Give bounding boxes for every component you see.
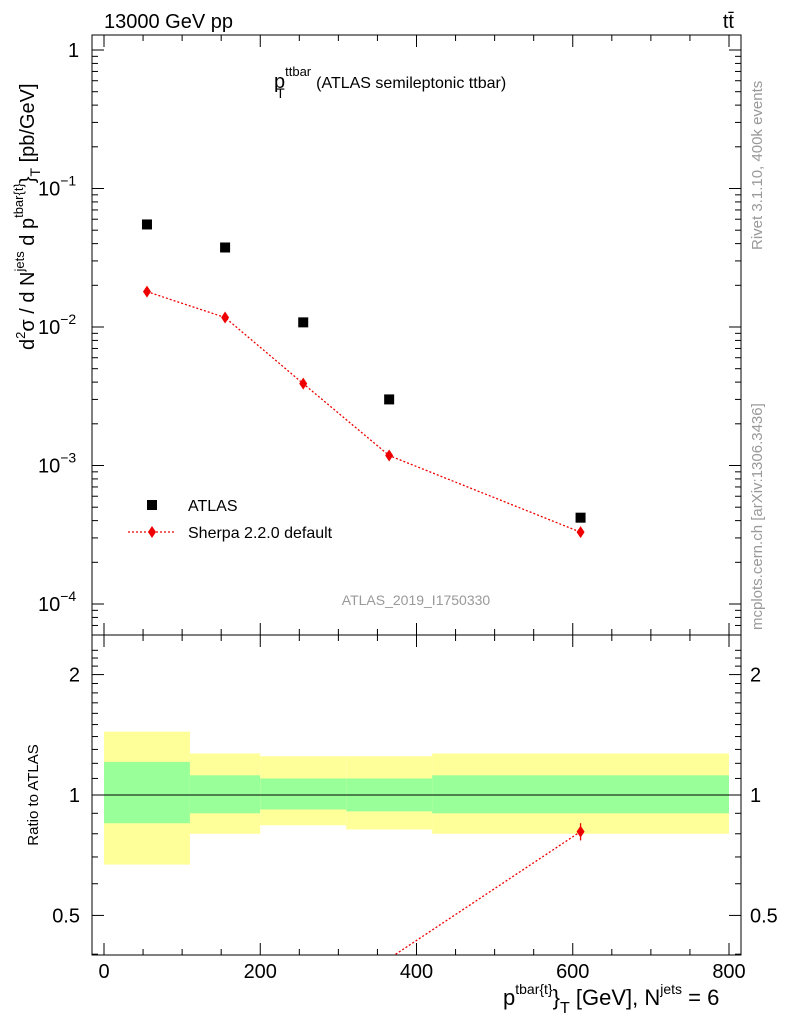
analysis-id: ATLAS_2019_I1750330 — [342, 592, 491, 608]
legend-mc-marker — [148, 526, 156, 538]
main-layer — [141, 219, 586, 539]
main-y-tick-label: 10−1 — [38, 173, 76, 201]
x-tick-label: 800 — [712, 961, 745, 983]
atlas-data-point — [141, 219, 152, 230]
ratio-band-inner — [432, 775, 729, 814]
ratio-band-inner — [189, 775, 261, 814]
x-tick-label: 200 — [244, 961, 277, 983]
ratio-band-inner — [104, 761, 190, 824]
ratio-y-tick-label-left: 0.5 — [52, 905, 80, 927]
ratio-y-tick-label-right: 0.5 — [750, 905, 778, 927]
x-axis-label: ptbar{t}}T [GeV], Njets = 6 — [503, 981, 719, 1017]
main-y-tick-label: 10−4 — [38, 588, 76, 616]
mc-data-point — [142, 285, 151, 298]
mc-data-point — [299, 377, 308, 390]
legend-data-label: ATLAS — [188, 498, 238, 515]
mc-data-point — [385, 449, 394, 462]
mc-data-point — [221, 311, 230, 324]
x-tick-label: 0 — [98, 961, 109, 983]
atlas-data-point — [384, 394, 395, 405]
energy-label: 13000 GeV pp — [104, 11, 233, 33]
main-y-tick-label: 10−3 — [38, 450, 76, 478]
atlas-data-point — [220, 242, 231, 253]
main-y-tick-label: 10−2 — [38, 311, 76, 339]
process-label: tt̄ — [723, 11, 735, 33]
ratio-y-tick-label-left: 2 — [69, 665, 80, 687]
ratio-layer — [104, 731, 729, 955]
ratio-mc-line — [393, 831, 581, 955]
atlas-data-point — [575, 512, 586, 523]
mc-series-line — [146, 291, 581, 533]
plot-title: pttbar T (ATLAS semileptonic ttbar) — [274, 64, 506, 101]
atlas-data-point — [298, 317, 309, 328]
ratio-mc-point — [576, 825, 585, 838]
main-plot-frame — [91, 34, 742, 636]
axis-layer: 0 200 400 600 800 1 10−1 10−2 10−3 10−4 2 2 1 1 0.5 0.5 — [38, 35, 778, 983]
ratio-band-inner — [260, 778, 347, 810]
ratio-y-axis-label: Ratio to ATLAS — [25, 744, 42, 845]
main-y-axis-label: d2σ / d Njets d ptbar{t}}T [pb/GeV] — [11, 83, 43, 350]
legend-data-marker — [147, 500, 157, 510]
ratio-y-tick-label-left: 1 — [69, 785, 80, 807]
mcplots-label: mcplots.cern.ch [arXiv:1306.3436] — [749, 403, 766, 630]
x-tick-label: 400 — [400, 961, 433, 983]
ratio-y-tick-label-right: 2 — [750, 665, 761, 687]
rivet-version-label: Rivet 3.1.10, 400k events — [749, 81, 766, 250]
legend-mc-label: Sherpa 2.2.0 default — [188, 525, 333, 542]
mc-data-point — [576, 526, 585, 539]
main-y-tick-label: 1 — [68, 40, 79, 62]
x-tick-label: 600 — [556, 961, 589, 983]
ratio-y-tick-label-right: 1 — [750, 785, 761, 807]
